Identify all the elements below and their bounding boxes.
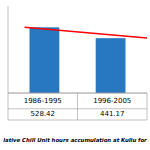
plot-area: [25, 27, 147, 93]
chart: 1986-1995 528.42 1996-2005 441.17 lative Chi…: [0, 0, 150, 150]
table-line: [77, 93, 78, 120]
trend-line: [25, 27, 147, 38]
table-line: [147, 93, 148, 120]
bar: [96, 38, 126, 93]
category-label: 1986-1995: [24, 97, 62, 105]
y-axis-line: [8, 6, 9, 93]
value-label: 441.17: [100, 110, 125, 118]
category-label: 1996-2005: [93, 97, 131, 105]
caption: lative Chill Unit hours accumulation at …: [3, 137, 147, 143]
table-line: [8, 93, 9, 120]
bar: [30, 27, 60, 93]
value-label: 528.42: [31, 110, 56, 118]
